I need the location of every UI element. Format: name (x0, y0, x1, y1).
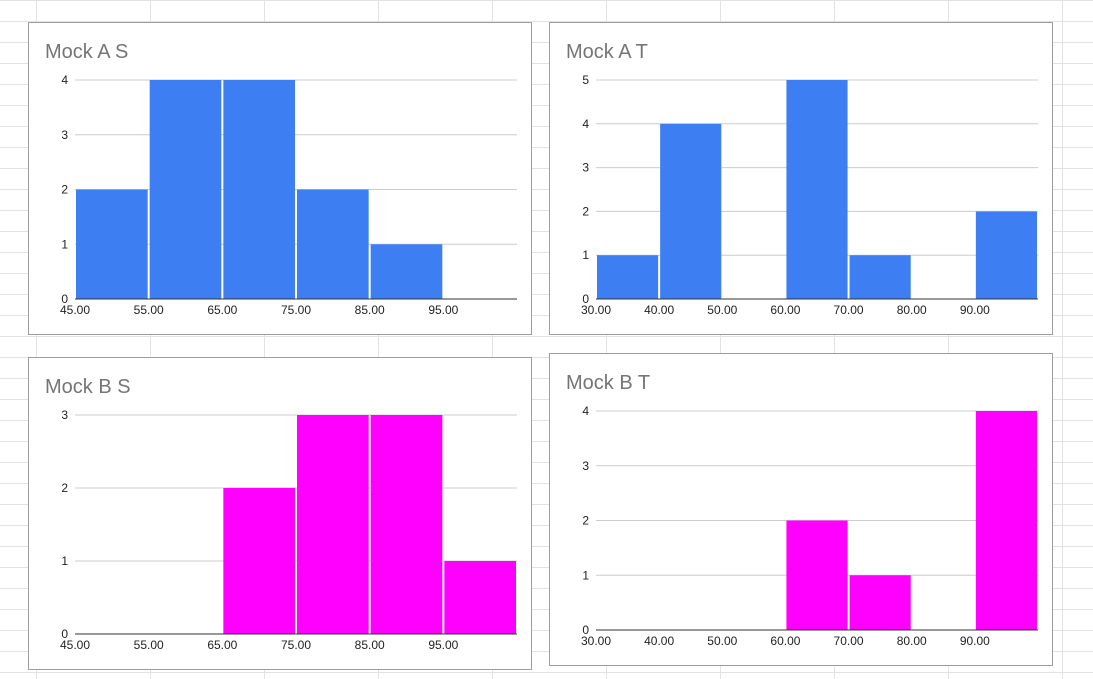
histogram-bar (597, 255, 659, 299)
histogram-bar (370, 244, 443, 299)
histogram-bar (370, 415, 443, 634)
x-tick-label: 55.00 (134, 303, 164, 317)
histogram-bar (849, 255, 911, 299)
y-tick-label: 3 (582, 459, 589, 473)
histogram-bar (975, 411, 1037, 630)
histogram-bar (297, 415, 369, 634)
chart-title: Mock A S (45, 41, 128, 63)
y-tick-label: 1 (582, 248, 589, 262)
chart-card-mock-a-s[interactable]: Mock A S 0 1 2 3 4 45.00 55.00 65.00 75.00 85.00 95… (28, 22, 532, 335)
y-tick-label: 2 (61, 183, 68, 197)
x-tick-label: 55.00 (134, 638, 164, 652)
x-tick-label: 75.00 (281, 638, 311, 652)
histogram-bar (444, 561, 516, 634)
x-tick-label: 90.00 (960, 634, 990, 648)
x-tick-label: 90.00 (960, 303, 990, 317)
y-tick-label: 2 (582, 514, 589, 528)
x-tick-label: 85.00 (355, 303, 385, 317)
histogram-mock-a-t: Mock A T 0 1 2 3 4 5 30.00 40.00 50.00 60.00 70.00 8… (566, 41, 1038, 317)
x-tick-label: 45.00 (60, 638, 90, 652)
y-tick-label: 2 (61, 481, 68, 495)
x-tick-label: 75.00 (281, 303, 311, 317)
x-tick-label: 70.00 (834, 634, 864, 648)
x-tick-label: 80.00 (897, 634, 927, 648)
y-tick-label: 0 (61, 292, 68, 306)
histogram-bar (76, 189, 148, 299)
y-tick-label: 5 (582, 73, 589, 87)
chart-card-mock-b-t[interactable]: Mock B T 0 1 2 3 4 30.00 40.00 50.00 60.00 70.00 80… (549, 353, 1053, 666)
y-tick-label: 0 (61, 627, 68, 641)
y-tick-label: 3 (582, 161, 589, 175)
histogram-bar (149, 80, 222, 299)
x-tick-label: 30.00 (581, 303, 611, 317)
histogram-mock-b-t: Mock B T 0 1 2 3 4 30.00 40.00 50.00 60.00 70.00 80… (566, 372, 1038, 648)
histogram-bar (849, 575, 911, 630)
x-tick-label: 40.00 (644, 634, 674, 648)
y-tick-label: 1 (61, 554, 68, 568)
y-tick-label: 3 (61, 408, 68, 422)
histogram-bar (223, 488, 295, 634)
histogram-bar (660, 123, 722, 299)
x-tick-label: 40.00 (644, 303, 674, 317)
y-tick-label: 2 (582, 204, 589, 218)
y-tick-label: 4 (582, 117, 589, 131)
chart-title: Mock B S (45, 376, 131, 398)
y-tick-label: 3 (61, 128, 68, 142)
y-tick-label: 4 (582, 404, 589, 418)
y-tick-label: 0 (582, 292, 589, 306)
y-tick-label: 1 (582, 568, 589, 582)
x-tick-label: 50.00 (707, 303, 737, 317)
x-tick-label: 60.00 (770, 303, 800, 317)
histogram-bar (786, 80, 848, 299)
histogram-bar (975, 211, 1037, 299)
x-tick-label: 45.00 (60, 303, 90, 317)
chart-title: Mock B T (566, 372, 650, 394)
x-tick-label: 65.00 (207, 303, 237, 317)
histogram-mock-a-s: Mock A S 0 1 2 3 4 45.00 55.00 65.00 75.00 85.00 95… (45, 41, 517, 317)
histogram-bar (223, 80, 295, 299)
x-tick-label: 85.00 (355, 638, 385, 652)
chart-card-mock-b-s[interactable]: Mock B S 0 1 2 3 45.00 55.00 65.00 75.00 85.00 95.… (28, 357, 532, 670)
chart-title: Mock A T (566, 41, 648, 63)
x-tick-label: 60.00 (770, 634, 800, 648)
histogram-bar (786, 520, 848, 630)
y-tick-label: 0 (582, 623, 589, 637)
x-tick-label: 80.00 (897, 303, 927, 317)
y-tick-label: 1 (61, 237, 68, 251)
x-tick-label: 70.00 (834, 303, 864, 317)
histogram-bar (297, 189, 369, 299)
x-tick-label: 50.00 (707, 634, 737, 648)
histogram-mock-b-s: Mock B S 0 1 2 3 45.00 55.00 65.00 75.00 85.00 95.… (45, 376, 517, 652)
x-tick-label: 95.00 (428, 638, 458, 652)
x-tick-label: 95.00 (428, 303, 458, 317)
x-tick-label: 65.00 (207, 638, 237, 652)
x-tick-label: 30.00 (581, 634, 611, 648)
y-tick-label: 4 (61, 73, 68, 87)
chart-card-mock-a-t[interactable]: Mock A T 0 1 2 3 4 5 30.00 40.00 50.00 60.00 70.00 8… (549, 22, 1053, 335)
